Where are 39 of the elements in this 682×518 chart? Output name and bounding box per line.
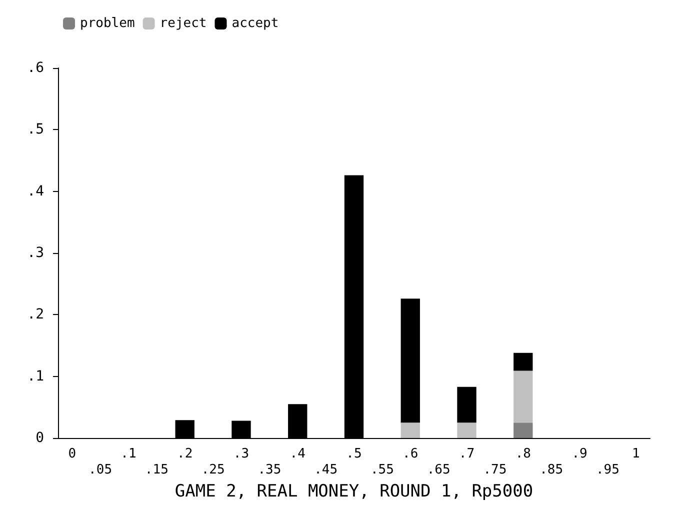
x-tick-label: .05 <box>88 462 112 478</box>
x-tick-label: .25 <box>201 462 225 478</box>
x-tick-label: .5 <box>346 446 362 462</box>
bar <box>400 298 420 423</box>
bar <box>457 422 476 438</box>
x-tick-label: .2 <box>177 446 193 462</box>
x-tick-label: .4 <box>290 446 306 462</box>
legend-label: accept <box>232 16 279 31</box>
y-tick-label: .5 <box>27 122 44 138</box>
x-tick-label: .15 <box>144 462 168 478</box>
x-tick-label: .65 <box>426 462 450 478</box>
bar <box>514 422 533 438</box>
bar <box>457 386 476 423</box>
legend-label: reject <box>160 16 207 31</box>
y-tick-label: .4 <box>27 183 44 200</box>
y-tick-label: .3 <box>27 245 44 261</box>
y-tick-label: .1 <box>27 368 44 384</box>
bar <box>514 352 533 371</box>
x-tick-label: .45 <box>314 462 338 478</box>
x-tick-label: .55 <box>370 462 394 478</box>
x-tick-label: .3 <box>233 446 250 462</box>
x-tick-label: .85 <box>540 462 564 478</box>
x-tick-label: .1 <box>120 446 136 462</box>
x-tick-label: .8 <box>515 446 531 462</box>
x-tick-label: .35 <box>258 462 282 478</box>
x-tick-label: .95 <box>596 462 620 478</box>
x-tick-label: 1 <box>632 446 640 462</box>
y-tick-label: .2 <box>27 306 44 323</box>
x-tick-label: 0 <box>68 446 76 462</box>
bar <box>400 422 420 438</box>
x-axis-title: GAME 2, REAL MONEY, ROUND 1, Rp5000 <box>174 481 534 502</box>
y-tick-label: .6 <box>27 60 44 76</box>
x-tick-label: .75 <box>483 462 507 478</box>
bar <box>514 370 533 423</box>
x-tick-label: .6 <box>402 446 418 462</box>
x-tick-label: .9 <box>572 446 588 462</box>
legend-label: problem <box>80 16 135 31</box>
x-tick-label: .7 <box>458 446 475 462</box>
y-tick-label: 0 <box>36 430 44 446</box>
